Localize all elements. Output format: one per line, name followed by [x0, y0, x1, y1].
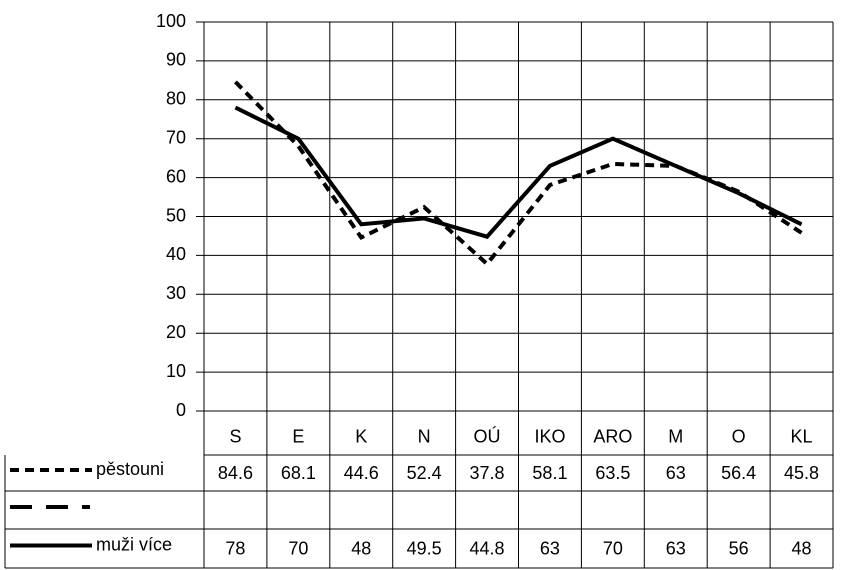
x-tick-label: M: [668, 426, 683, 446]
table-value: 84.6: [218, 463, 253, 483]
y-tick-label: 50: [166, 205, 186, 225]
y-tick-label: 30: [166, 283, 186, 303]
y-tick-label: 90: [166, 50, 186, 70]
table-value: 63: [540, 538, 560, 558]
table-value: 58.1: [532, 463, 567, 483]
legend-label: muži více: [96, 534, 172, 554]
table-value: 45.8: [784, 463, 819, 483]
legend-label: pěstouni: [96, 459, 164, 479]
table-value: 68.1: [281, 463, 316, 483]
y-tick-label: 10: [166, 361, 186, 381]
x-tick-label: IKO: [534, 426, 565, 446]
y-tick-label: 40: [166, 244, 186, 264]
table-value: 56.4: [721, 463, 756, 483]
table-value: 48: [792, 538, 812, 558]
table-value: 70: [603, 538, 623, 558]
table-value: 63.5: [595, 463, 630, 483]
x-tick-label: O: [732, 426, 746, 446]
table-value: 37.8: [470, 463, 505, 483]
x-tick-label: K: [355, 426, 367, 446]
table-value: 52.4: [407, 463, 442, 483]
series-line: [234, 105, 803, 240]
y-tick-label: 60: [166, 166, 186, 186]
x-tick-label: E: [292, 426, 304, 446]
table-value: 63: [666, 538, 686, 558]
x-tick-label: OÚ: [474, 425, 501, 446]
y-tick-label: 20: [166, 322, 186, 342]
table-value: 63: [666, 463, 686, 483]
x-tick-label: N: [418, 426, 431, 446]
table-value: 48: [351, 538, 371, 558]
y-tick-label: 100: [156, 11, 186, 31]
table-value: 49.5: [407, 538, 442, 558]
y-tick-label: 80: [166, 89, 186, 109]
x-tick-label: ARO: [593, 426, 632, 446]
table-value: 78: [225, 538, 245, 558]
table-value: 70: [288, 538, 308, 558]
table-value: 44.8: [470, 538, 505, 558]
y-tick-label: 70: [166, 127, 186, 147]
x-tick-label: S: [229, 426, 241, 446]
y-tick-label: 0: [176, 400, 186, 420]
table-value: 56: [729, 538, 749, 558]
table-value: 44.6: [344, 463, 379, 483]
x-tick-label: KL: [791, 426, 813, 446]
